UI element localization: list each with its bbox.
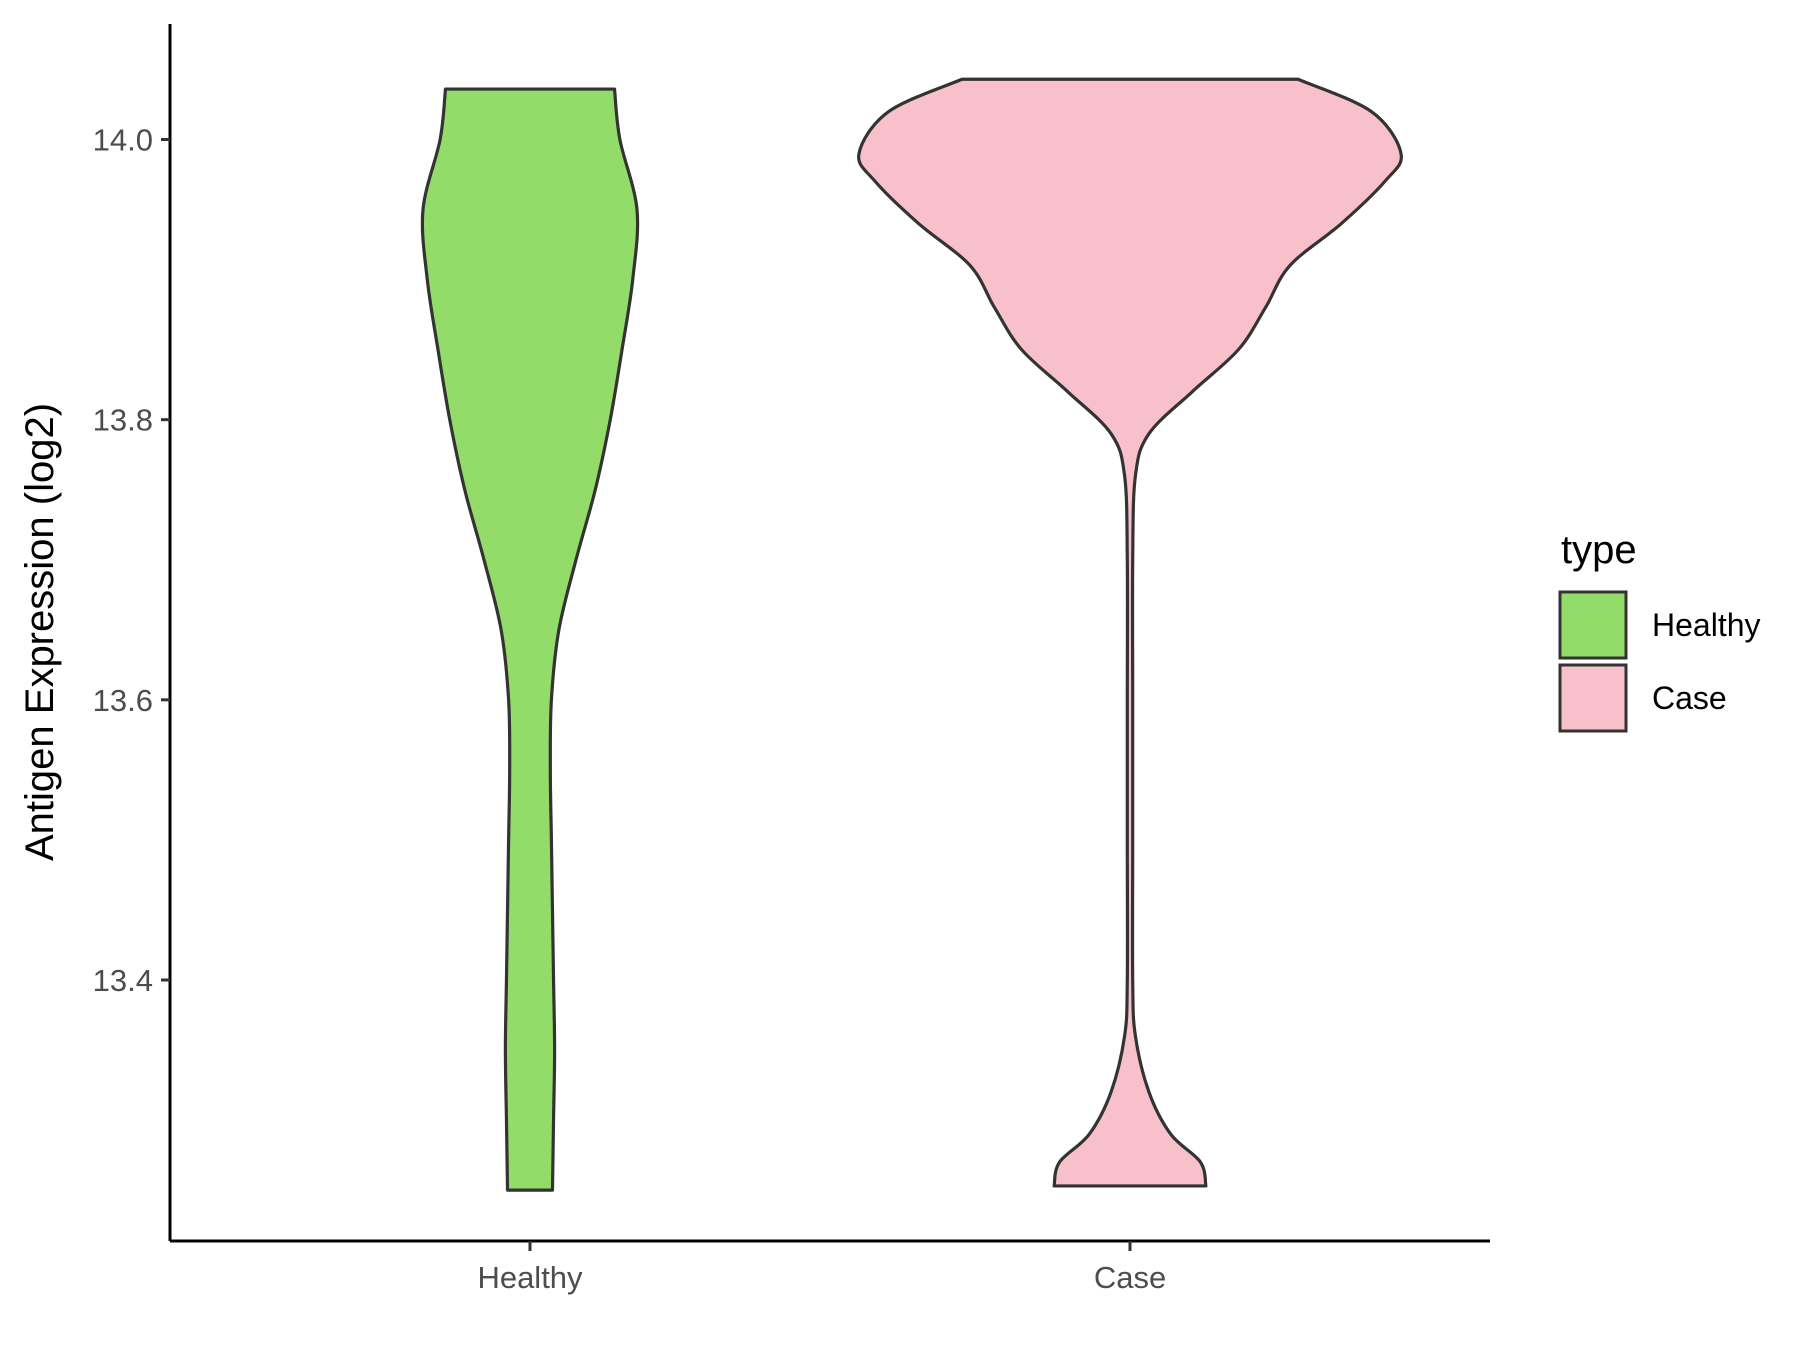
legend-label-healthy: Healthy (1652, 607, 1761, 643)
violin-healthy (422, 89, 637, 1190)
y-axis-ticks: 13.4 13.6 13.8 14.0 (93, 123, 170, 999)
y-tick-label: 13.4 (93, 963, 153, 998)
legend: type Healthy Case (1560, 528, 1761, 731)
y-tick-label: 13.6 (93, 683, 153, 718)
y-tick-label: 13.8 (93, 403, 153, 438)
legend-swatch-case (1560, 665, 1626, 731)
legend-swatch-healthy (1560, 592, 1626, 658)
plot-area: 13.4 13.6 13.8 14.0 Healthy Case (93, 24, 1490, 1295)
y-axis-title: Antigen Expression (log2) (18, 403, 62, 861)
legend-title: type (1561, 528, 1637, 572)
x-axis-ticks: Healthy Case (477, 1241, 1166, 1295)
violin-case (859, 79, 1402, 1186)
y-tick-label: 14.0 (93, 123, 153, 158)
x-tick-label: Healthy (477, 1260, 583, 1295)
violin-group (422, 79, 1401, 1190)
x-tick-label: Case (1094, 1260, 1166, 1295)
legend-label-case: Case (1652, 680, 1727, 716)
legend-entries: Healthy Case (1560, 592, 1761, 731)
